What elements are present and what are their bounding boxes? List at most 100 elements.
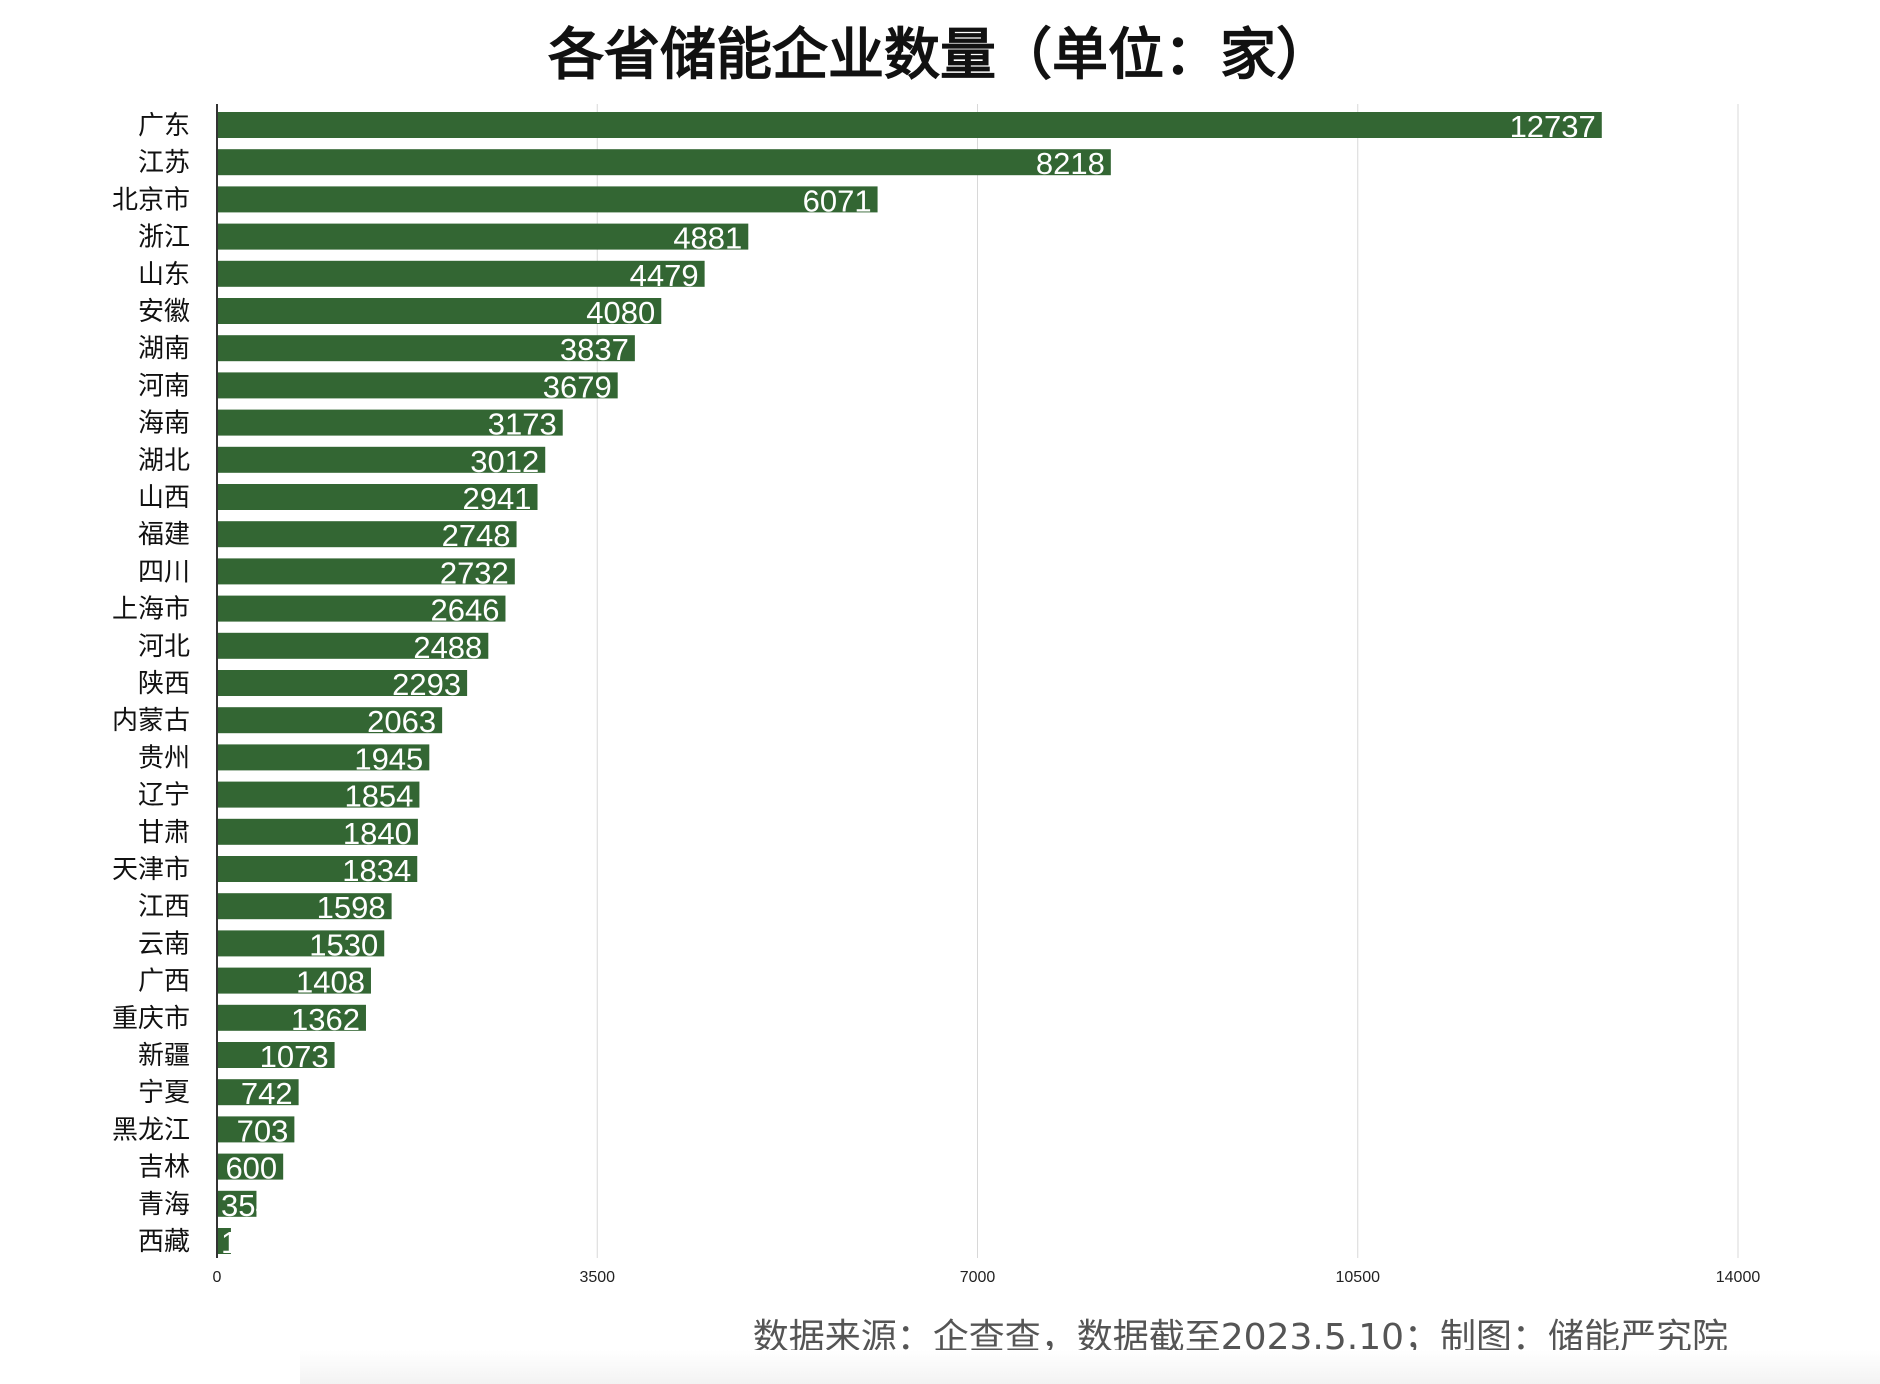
category-label: 福建 xyxy=(138,520,190,550)
bar xyxy=(218,484,538,510)
value-label: 2748 xyxy=(442,518,511,553)
value-label: 1854 xyxy=(344,779,413,814)
value-label: 703 xyxy=(237,1113,289,1148)
category-label: 辽宁 xyxy=(138,781,190,811)
bar xyxy=(218,149,1111,176)
value-label: 119 xyxy=(221,1225,270,1260)
bar xyxy=(218,223,749,250)
value-label: 2941 xyxy=(463,481,532,516)
value-label: 3173 xyxy=(488,407,557,442)
bar xyxy=(218,1190,257,1217)
bar xyxy=(218,1042,335,1068)
bar xyxy=(218,298,662,324)
value-label: 2488 xyxy=(413,630,482,665)
category-label: 山西 xyxy=(138,483,190,513)
category-label: 江苏 xyxy=(138,148,190,178)
value-label: 12737 xyxy=(1510,109,1596,144)
bar xyxy=(218,409,563,436)
category-label: 海南 xyxy=(138,409,190,439)
bar xyxy=(218,1116,295,1143)
value-label: 2732 xyxy=(440,555,509,590)
bar xyxy=(218,967,371,994)
value-label: 3679 xyxy=(543,369,612,404)
bar xyxy=(218,112,1602,138)
value-label: 1530 xyxy=(309,927,378,962)
category-label: 甘肃 xyxy=(138,818,190,848)
value-label: 1598 xyxy=(317,890,386,925)
value-label: 742 xyxy=(241,1076,293,1111)
category-label: 吉林 xyxy=(138,1153,190,1183)
category-label: 内蒙古 xyxy=(112,706,190,736)
bar xyxy=(218,260,705,287)
value-label: 600 xyxy=(225,1151,277,1186)
value-label: 2293 xyxy=(392,667,461,702)
value-label: 1073 xyxy=(260,1039,329,1074)
category-label: 天津市 xyxy=(112,855,190,885)
category-label: 重庆市 xyxy=(112,1004,190,1034)
x-tick-label: 14000 xyxy=(1716,1269,1761,1286)
value-label: 6071 xyxy=(803,183,872,218)
chart-title: 各省储能企业数量（单位：家） xyxy=(548,23,1332,88)
value-label: 1408 xyxy=(296,965,365,1000)
category-label: 西藏 xyxy=(138,1227,190,1257)
value-label: 1840 xyxy=(343,816,412,851)
bar xyxy=(218,372,618,399)
category-label: 山东 xyxy=(138,260,190,290)
bar xyxy=(218,446,546,473)
x-tick-label: 3500 xyxy=(579,1269,615,1286)
value-label: 4881 xyxy=(673,221,742,256)
category-label: 湖北 xyxy=(138,446,190,476)
value-label: 1362 xyxy=(291,1002,360,1037)
bar xyxy=(218,856,418,882)
bar xyxy=(218,186,878,213)
category-label: 广东 xyxy=(138,111,190,141)
category-label: 安徽 xyxy=(138,297,190,327)
bar xyxy=(218,930,385,957)
value-label: 2646 xyxy=(431,593,500,628)
bar xyxy=(218,521,517,548)
bar xyxy=(218,632,489,659)
value-label: 1834 xyxy=(342,853,411,888)
bar xyxy=(218,707,443,734)
category-label: 广西 xyxy=(138,967,190,997)
value-label: 354 xyxy=(221,1188,273,1223)
category-label: 江西 xyxy=(138,892,190,922)
value-label: 8218 xyxy=(1036,146,1105,181)
bar xyxy=(218,595,506,622)
bar xyxy=(218,818,418,845)
category-label: 黑龙江 xyxy=(112,1115,190,1145)
bar xyxy=(218,335,635,362)
value-label: 4479 xyxy=(630,258,699,293)
value-label: 4080 xyxy=(586,295,655,330)
value-label: 2063 xyxy=(367,704,436,739)
category-label: 云南 xyxy=(138,929,190,959)
x-tick-label: 7000 xyxy=(960,1269,996,1286)
bar xyxy=(218,1228,231,1254)
bar xyxy=(218,1153,284,1180)
bar xyxy=(218,893,392,920)
category-label: 浙江 xyxy=(138,223,190,253)
x-tick-label: 0 xyxy=(213,1269,222,1286)
category-label: 宁夏 xyxy=(138,1078,190,1108)
bottom-shade xyxy=(300,1350,1880,1384)
bar xyxy=(218,1079,299,1106)
category-label: 青海 xyxy=(138,1190,190,1220)
category-label: 陕西 xyxy=(138,669,190,699)
category-label: 新疆 xyxy=(138,1041,190,1071)
bar xyxy=(218,558,515,585)
bar xyxy=(218,670,468,696)
bar xyxy=(218,1004,366,1031)
category-label: 北京市 xyxy=(112,185,190,215)
value-label: 3837 xyxy=(560,332,629,367)
category-label: 贵州 xyxy=(138,743,190,773)
value-label: 3012 xyxy=(470,444,539,479)
x-tick-label: 10500 xyxy=(1336,1269,1381,1286)
category-label: 上海市 xyxy=(112,595,190,625)
category-label: 湖南 xyxy=(138,334,190,364)
category-label: 四川 xyxy=(138,557,190,587)
bar xyxy=(218,744,430,771)
bar xyxy=(218,781,420,808)
value-label: 1945 xyxy=(354,741,423,776)
category-label: 河南 xyxy=(138,371,190,401)
